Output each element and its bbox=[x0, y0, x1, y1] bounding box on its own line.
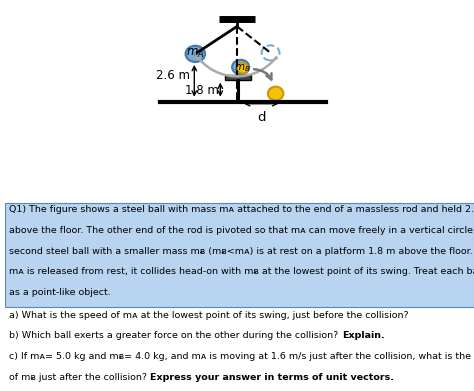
Text: 1.8 m: 1.8 m bbox=[185, 84, 219, 97]
Text: of mᴃ just after the collision?: of mᴃ just after the collision? bbox=[9, 373, 150, 382]
FancyBboxPatch shape bbox=[5, 203, 474, 307]
Text: as a point-like object.: as a point-like object. bbox=[9, 288, 111, 297]
Text: second steel ball with a smaller mass mᴃ (mᴃ<mᴀ) is at rest on a platform 1.8 m : second steel ball with a smaller mass mᴃ… bbox=[9, 247, 474, 256]
Ellipse shape bbox=[268, 87, 283, 100]
Text: b) Which ball exerts a greater force on the other during the collision?: b) Which ball exerts a greater force on … bbox=[9, 331, 342, 340]
Ellipse shape bbox=[237, 63, 248, 74]
Ellipse shape bbox=[232, 60, 249, 74]
Bar bbox=[225, 75, 251, 80]
Text: d: d bbox=[257, 111, 265, 124]
Text: Q1) The figure shows a steel ball with mass mᴀ attached to the end of a massless: Q1) The figure shows a steel ball with m… bbox=[9, 205, 474, 214]
Ellipse shape bbox=[185, 46, 205, 62]
Text: 2.6 m: 2.6 m bbox=[156, 69, 190, 82]
Text: $m_A$: $m_A$ bbox=[186, 47, 204, 60]
Text: mᴀ is released from rest, it collides head-on with mᴃ at the lowest point of its: mᴀ is released from rest, it collides he… bbox=[9, 267, 474, 276]
Text: a) What is the speed of mᴀ at the lowest point of its swing, just before the col: a) What is the speed of mᴀ at the lowest… bbox=[9, 310, 409, 319]
Text: Explain.: Explain. bbox=[342, 331, 384, 340]
Text: c) If mᴀ= 5.0 kg and mᴃ= 4.0 kg, and mᴀ is moving at 1.6 m/s just after the coll: c) If mᴀ= 5.0 kg and mᴃ= 4.0 kg, and mᴀ … bbox=[9, 352, 474, 361]
Text: above the floor. The other end of the rod is pivoted so that mᴀ can move freely : above the floor. The other end of the ro… bbox=[9, 226, 474, 235]
Text: $m_B$: $m_B$ bbox=[234, 62, 251, 74]
Text: Express your answer in terms of unit vectors.: Express your answer in terms of unit vec… bbox=[150, 373, 394, 382]
